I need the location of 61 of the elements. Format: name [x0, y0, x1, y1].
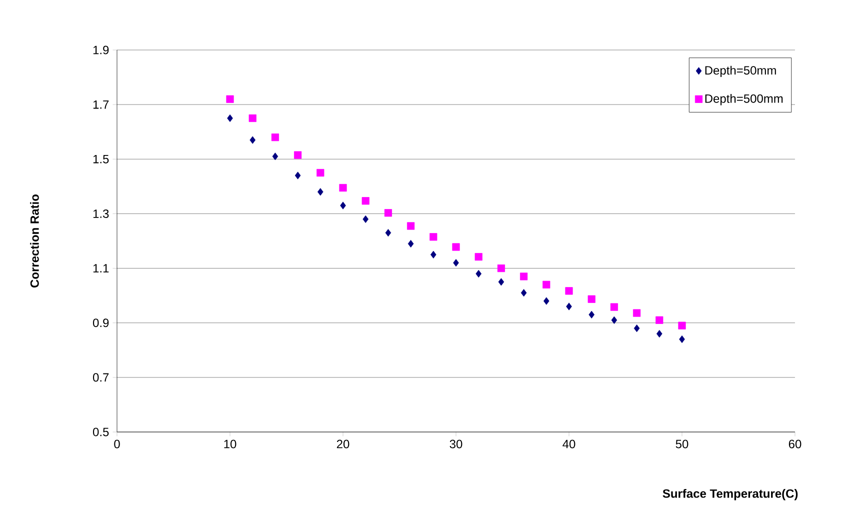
point [362, 215, 368, 223]
legend-label: Depth=500mm [705, 94, 783, 106]
point [385, 229, 392, 237]
point [408, 240, 414, 248]
point [542, 280, 550, 288]
point [656, 316, 664, 324]
point [226, 95, 234, 103]
point [679, 335, 685, 344]
point [656, 330, 662, 338]
y-axis-title: Correction Ratio [30, 194, 39, 288]
x-tick-label: 40 [562, 440, 576, 448]
legend-label: Depth=50mm [705, 66, 776, 78]
point [316, 168, 324, 177]
point [588, 295, 596, 303]
point [610, 303, 618, 311]
y-tick-label: 1.7 [93, 100, 109, 109]
point [294, 151, 302, 159]
point [634, 324, 640, 332]
point [520, 289, 527, 297]
y-tick-label: 0.7 [92, 373, 109, 382]
point [340, 202, 346, 210]
y-tick-label: 1.5 [93, 154, 109, 164]
x-tick-label: 60 [788, 440, 802, 448]
point [497, 264, 505, 272]
point [407, 222, 415, 230]
x-tick-label: 50 [676, 440, 688, 448]
point [384, 209, 392, 217]
point [227, 114, 233, 122]
point [248, 114, 256, 122]
x-tick-label: 10 [224, 440, 236, 448]
x-tick-label: 20 [336, 440, 350, 448]
point [453, 259, 459, 267]
point [566, 302, 572, 310]
point [474, 253, 482, 261]
point [520, 272, 528, 280]
y-tick-label: 1.1 [93, 264, 109, 272]
point [498, 278, 504, 286]
x-axis-title: Surface Temperature(C) [662, 489, 798, 500]
point [678, 322, 686, 330]
y-tick-label: 0.9 [92, 318, 109, 328]
point [452, 243, 460, 251]
x-tick-label: 0 [114, 440, 120, 448]
point [272, 152, 278, 160]
point [588, 310, 594, 318]
y-tick-label: 1.3 [93, 209, 109, 218]
x-tick-label: 30 [450, 440, 462, 448]
point [318, 188, 324, 196]
point [543, 297, 550, 305]
y-tick-label: 0.5 [92, 428, 109, 436]
point [339, 184, 347, 192]
point [271, 134, 279, 142]
point [476, 270, 482, 278]
point [294, 172, 301, 180]
y-tick-label: 1.9 [93, 46, 109, 54]
point [611, 316, 618, 324]
point [250, 136, 256, 144]
point [430, 233, 438, 241]
point [362, 197, 370, 205]
point [632, 309, 641, 317]
point [565, 287, 573, 295]
point [430, 250, 436, 258]
